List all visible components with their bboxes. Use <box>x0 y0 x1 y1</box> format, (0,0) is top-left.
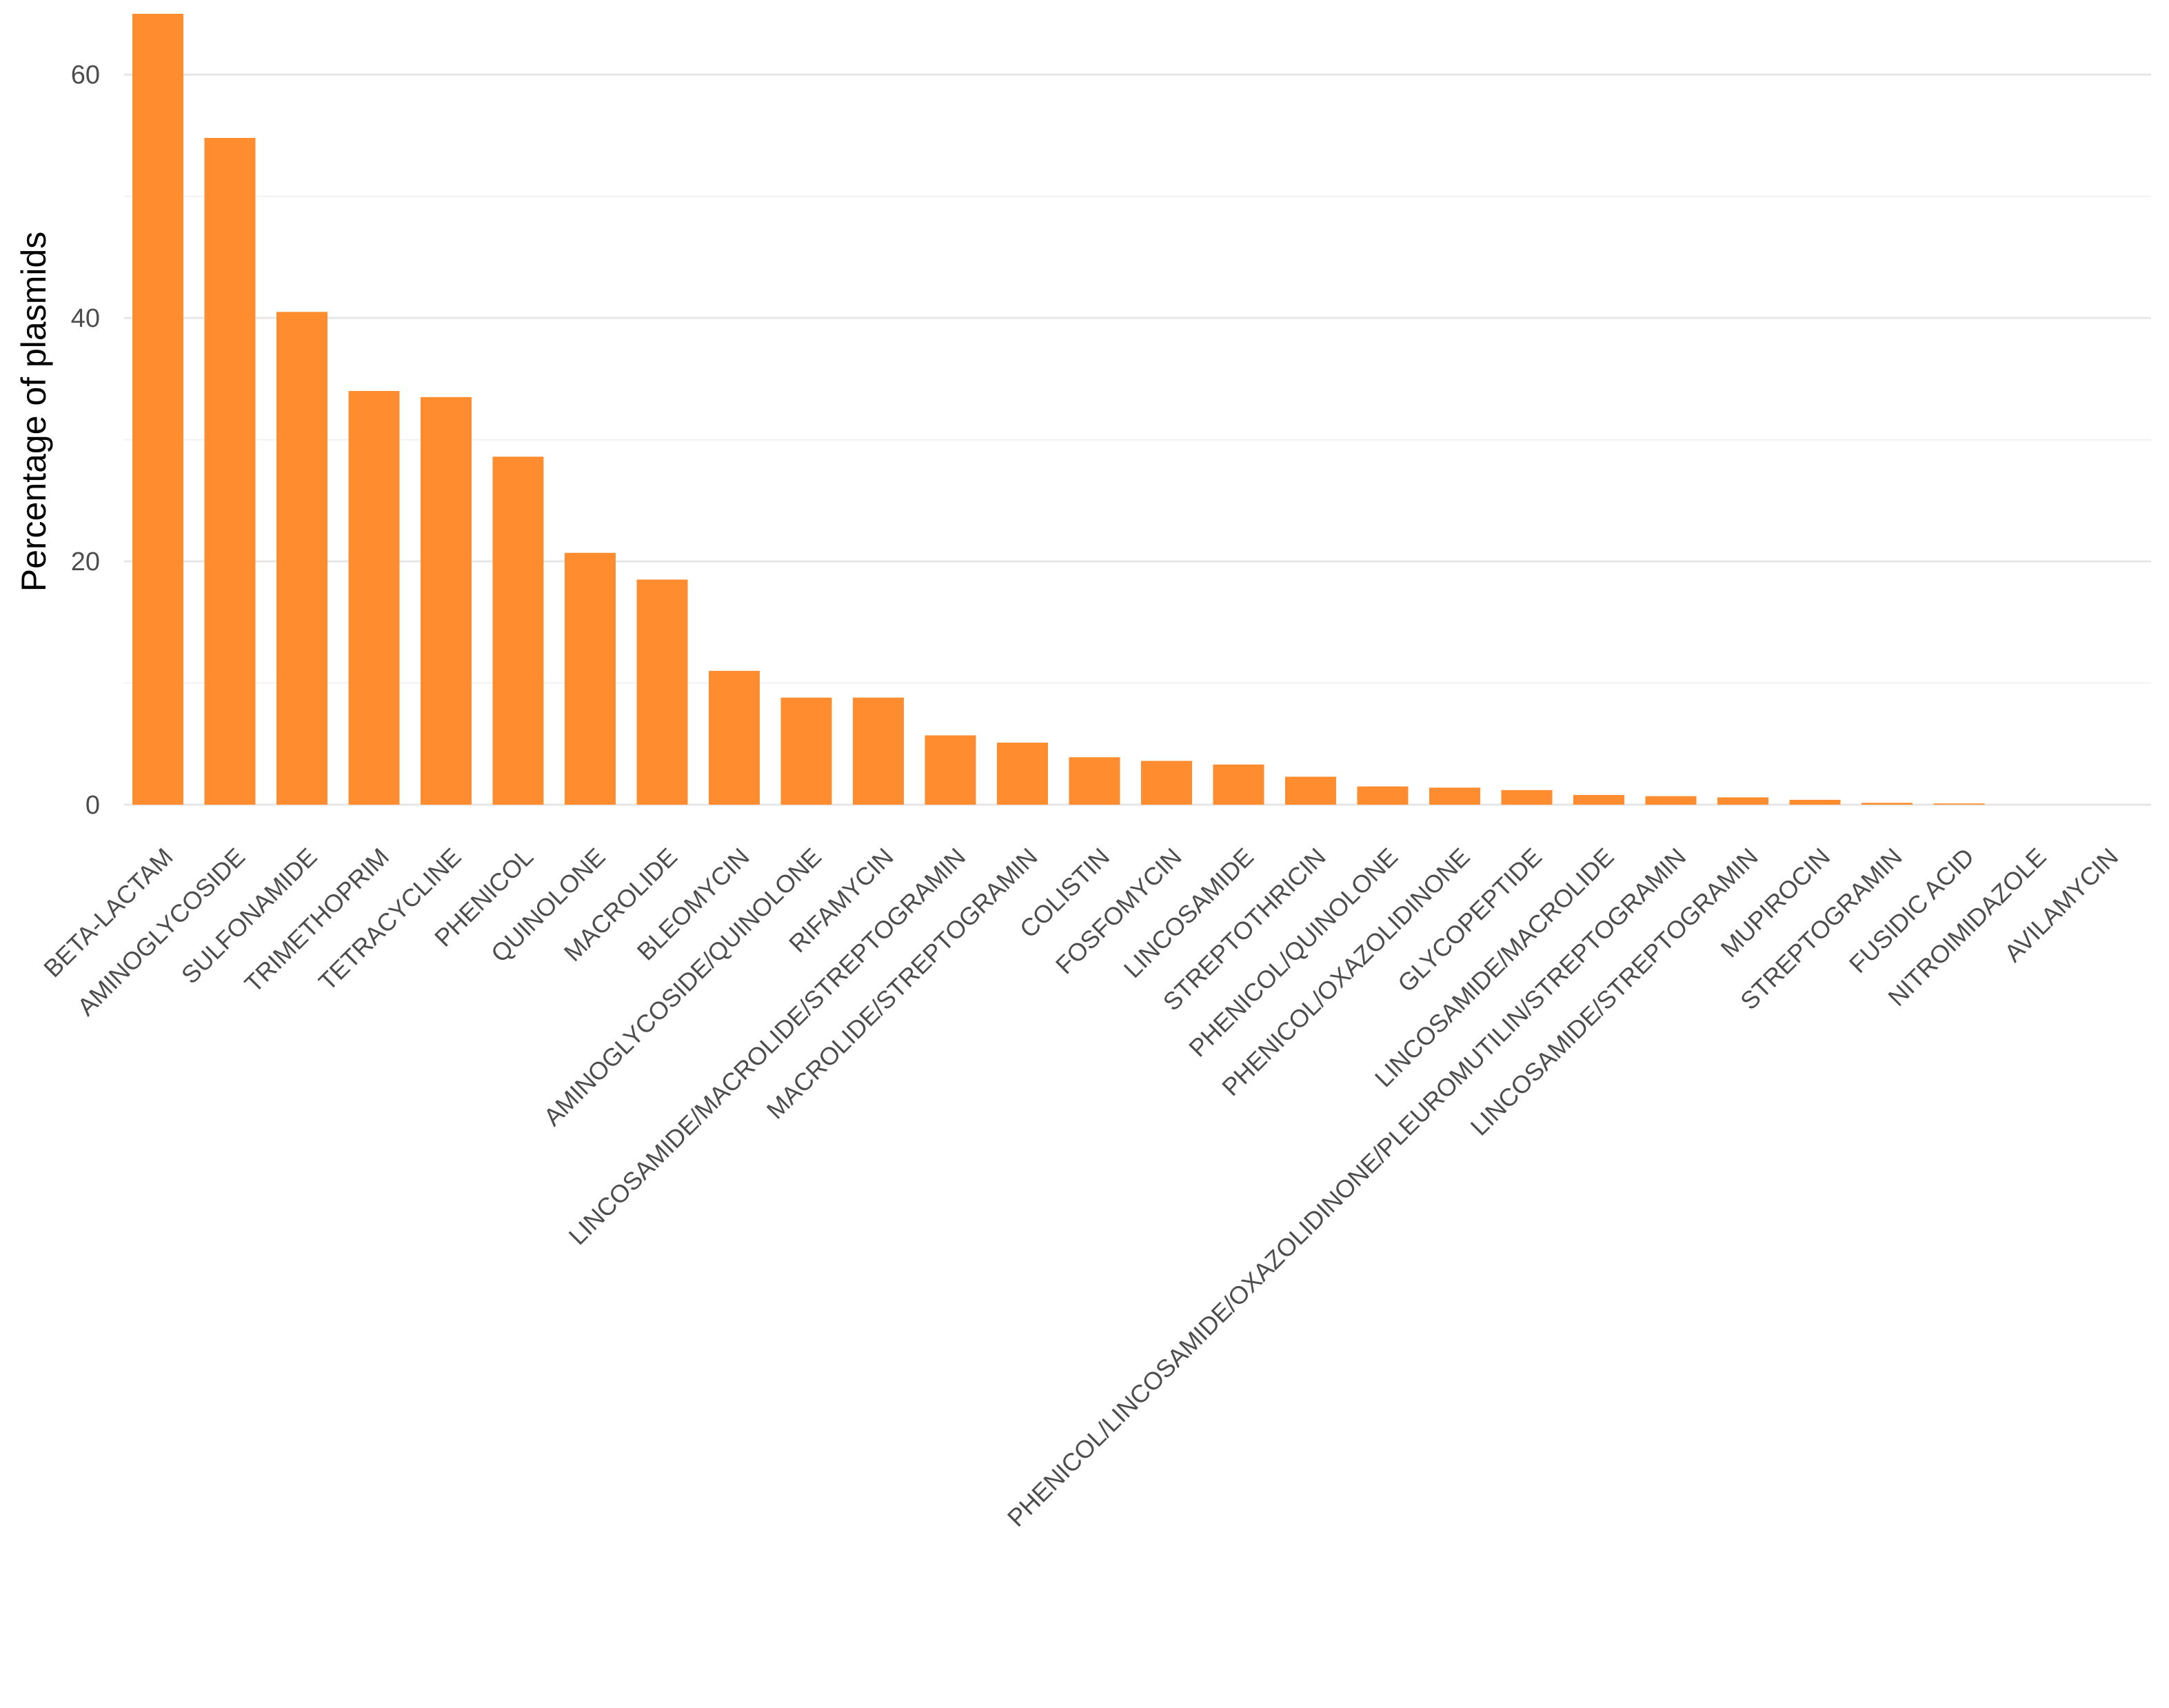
bar <box>421 396 472 805</box>
bar <box>997 743 1048 805</box>
bar <box>1357 786 1409 805</box>
x-tick-label: PHENICOL/LINCOSAMIDE/OXAZOLIDINONE/PLEUR… <box>1002 843 1691 1532</box>
bar <box>348 391 400 805</box>
bar <box>492 456 544 805</box>
y-tick-label: 20 <box>71 547 100 576</box>
bar <box>1069 757 1120 805</box>
bar <box>853 697 904 805</box>
bar <box>204 137 256 805</box>
y-tick-label: 0 <box>85 791 100 820</box>
x-tick-label: FUSIDIC ACID <box>1844 843 1979 978</box>
bar <box>565 552 616 805</box>
y-axis-ticks: 0 20 40 60 <box>71 61 100 820</box>
bars <box>132 14 1985 805</box>
x-axis-ticks: BETA-LACTAMAMINOGLYCOSIDESULFONAMIDETRIM… <box>38 843 2123 1532</box>
bar <box>1429 787 1480 805</box>
bar <box>709 670 760 805</box>
bar <box>780 697 832 805</box>
bar <box>636 579 688 805</box>
bar <box>1789 799 1841 805</box>
y-tick-label: 60 <box>71 61 100 90</box>
bar <box>1645 796 1697 805</box>
y-axis-title: Percentage of plasmids <box>14 232 53 592</box>
x-tick-label: LINCOSAMIDE <box>1118 843 1259 983</box>
bar <box>1862 803 1913 805</box>
y-tick-label: 40 <box>71 304 100 333</box>
bar <box>1717 797 1768 805</box>
x-tick-label: BETA-LACTAM <box>38 843 178 983</box>
bar <box>1141 761 1192 805</box>
bar <box>1573 794 1624 805</box>
x-tick-label: FOSFOMYCIN <box>1050 843 1187 980</box>
bar <box>1933 803 1985 805</box>
bar <box>132 14 183 805</box>
bar <box>1501 790 1553 805</box>
bar <box>925 735 976 805</box>
bar <box>1285 776 1336 805</box>
bar <box>1213 764 1264 805</box>
bar <box>276 312 327 805</box>
